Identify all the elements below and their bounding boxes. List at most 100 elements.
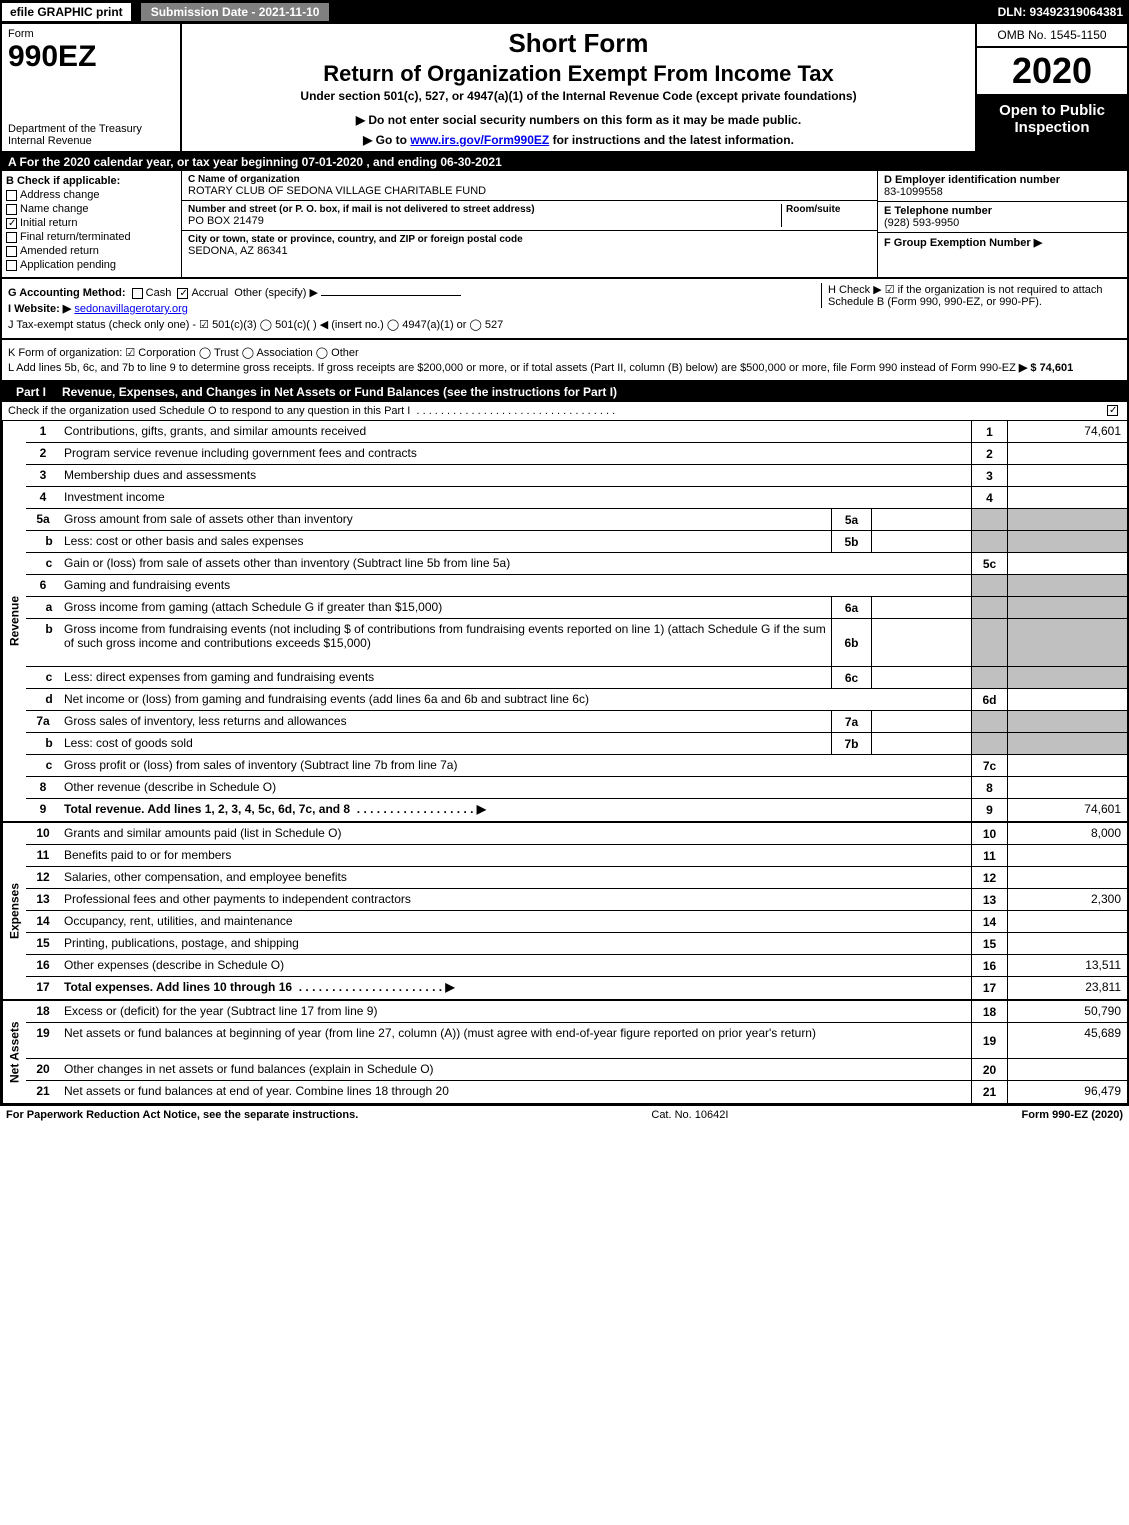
checkbox-icon [6,232,17,243]
ln-sub: 5b [831,531,871,552]
ln-num: 8 [26,777,60,798]
ln-val [1007,1059,1127,1080]
ln-num: 7a [26,711,60,732]
other-specify-input[interactable] [321,295,461,296]
goto-instructions: ▶ Go to www.irs.gov/Form990EZ for instru… [192,133,965,147]
ln-val [1007,465,1127,486]
line-3: 3 Membership dues and assessments 3 [26,465,1127,487]
ln-num: 13 [26,889,60,910]
ln-num: 12 [26,867,60,888]
ln-num: 21 [26,1081,60,1103]
ln-num: b [26,619,60,666]
ln-rn: 16 [971,955,1007,976]
chk-application-pending[interactable]: Application pending [6,259,177,271]
irs-link[interactable]: www.irs.gov/Form990EZ [410,133,549,147]
ln-val [1007,911,1127,932]
line-11: 11 Benefits paid to or for members 11 [26,845,1127,867]
ln-num: c [26,553,60,574]
ln-subval [871,733,971,754]
checkbox-icon [6,260,17,271]
ln-sub: 6b [831,619,871,666]
ln-text: Contributions, gifts, grants, and simila… [60,421,971,442]
schedule-o-check: Check if the organization used Schedule … [2,402,1127,421]
ln-num: 4 [26,487,60,508]
box-c: C Name of organization ROTARY CLUB OF SE… [182,171,877,277]
efile-print-button[interactable]: efile GRAPHIC print [0,1,133,23]
other-label: Other (specify) ▶ [234,287,318,299]
chk-label: Amended return [20,245,99,257]
line-6c: c Less: direct expenses from gaming and … [26,667,1127,689]
chk-final-return[interactable]: Final return/terminated [6,231,177,243]
box-def: D Employer identification number 83-1099… [877,171,1127,277]
ln-val [1007,553,1127,574]
street-cell: Number and street (or P. O. box, if mail… [182,201,877,231]
checkbox-icon[interactable] [132,288,143,299]
checkbox-icon[interactable] [177,288,188,299]
ln-num: 14 [26,911,60,932]
tax-year: 2020 [977,48,1127,96]
street-value: PO BOX 21479 [188,215,781,227]
ln-sub: 5a [831,509,871,530]
ln-sub: 7b [831,733,871,754]
phone-label: E Telephone number [884,205,1121,217]
website-link[interactable]: sedonavillagerotary.org [74,303,188,315]
box-d: D Employer identification number 83-1099… [878,171,1127,202]
ln-subval [871,509,971,530]
line-6d: d Net income or (loss) from gaming and f… [26,689,1127,711]
ln-val-shaded [1007,509,1127,530]
line-5c: c Gain or (loss) from sale of assets oth… [26,553,1127,575]
ln-num: 9 [26,799,60,821]
line-16: 16 Other expenses (describe in Schedule … [26,955,1127,977]
chk-initial-return[interactable]: Initial return [6,217,177,229]
chk-address-change[interactable]: Address change [6,189,177,201]
ln-rn: 6d [971,689,1007,710]
ln-rn-shaded [971,597,1007,618]
ln-val [1007,755,1127,776]
block-bcdef: B Check if applicable: Address change Na… [0,171,1129,279]
ln-num: 16 [26,955,60,976]
ln-rn-shaded [971,619,1007,666]
ln-text: Benefits paid to or for members [60,845,971,866]
header-right: OMB No. 1545-1150 2020 Open to Public In… [977,24,1127,151]
line-18: 18 Excess or (deficit) for the year (Sub… [26,1001,1127,1023]
ln-subval [871,619,971,666]
ln-text: Professional fees and other payments to … [60,889,971,910]
ln-rn: 4 [971,487,1007,508]
ln-text: Excess or (deficit) for the year (Subtra… [60,1001,971,1022]
ln-rn: 8 [971,777,1007,798]
revenue-side-label: Revenue [2,421,26,821]
line-8: 8 Other revenue (describe in Schedule O)… [26,777,1127,799]
ln-text: Membership dues and assessments [60,465,971,486]
website-label: I Website: ▶ [8,303,71,315]
footer-right: Form 990-EZ (2020) [1022,1109,1123,1121]
chk-label: Application pending [20,259,116,271]
line-6a: a Gross income from gaming (attach Sched… [26,597,1127,619]
net-assets-section: Net Assets 18 Excess or (deficit) for th… [2,999,1127,1103]
ln-num: 10 [26,823,60,844]
ln-text: Printing, publications, postage, and shi… [60,933,971,954]
ln-val: 50,790 [1007,1001,1127,1022]
ln-rn: 17 [971,977,1007,999]
chk-amended-return[interactable]: Amended return [6,245,177,257]
part-1: Part I Revenue, Expenses, and Changes in… [0,382,1129,1105]
ln-rn: 5c [971,553,1007,574]
ln-text: Net assets or fund balances at beginning… [60,1023,971,1058]
row-l: L Add lines 5b, 6c, and 7b to line 9 to … [8,361,1121,374]
ln-rn: 20 [971,1059,1007,1080]
page-footer: For Paperwork Reduction Act Notice, see … [0,1105,1129,1124]
ln-rn: 7c [971,755,1007,776]
org-name-label: C Name of organization [188,174,871,185]
row-h: H Check ▶ ☑ if the organization is not r… [821,283,1121,308]
accrual-label: Accrual [191,287,228,299]
line-9: 9 Total revenue. Add lines 1, 2, 3, 4, 5… [26,799,1127,821]
accounting-method-label: G Accounting Method: [8,287,126,299]
schedule-o-checkbox[interactable] [1107,405,1118,416]
line-7c: c Gross profit or (loss) from sales of i… [26,755,1127,777]
ln-rn: 12 [971,867,1007,888]
ein-value: 83-1099558 [884,186,1121,198]
header-left: Form 990EZ Department of the Treasury In… [2,24,182,151]
ln-num: c [26,667,60,688]
chk-name-change[interactable]: Name change [6,203,177,215]
ln-rn: 10 [971,823,1007,844]
ln-sub: 7a [831,711,871,732]
